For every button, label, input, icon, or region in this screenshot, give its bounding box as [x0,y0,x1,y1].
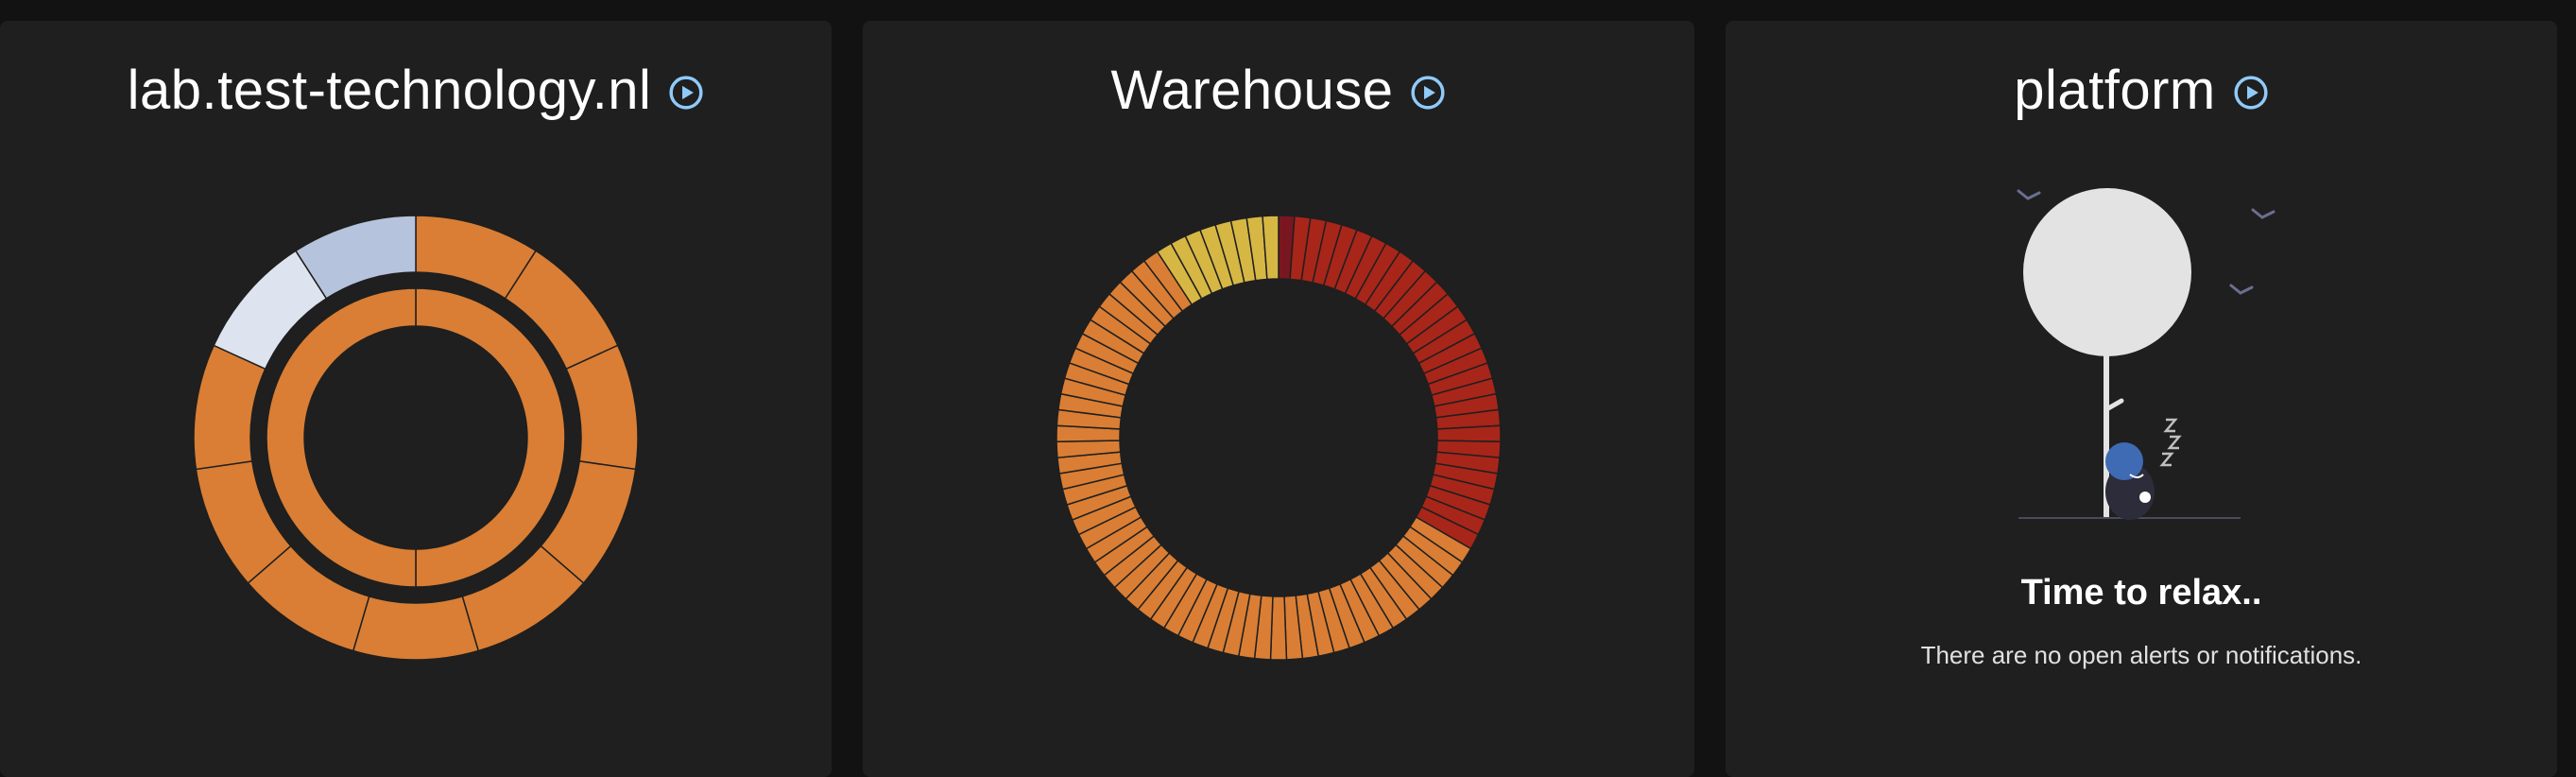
inner-ring-slice[interactable] [415,287,566,588]
panel-title: lab.test-technology.nl [127,59,652,121]
empty-state-title: Time to relax.. [2020,573,2262,613]
tree-branch [2105,398,2124,411]
outer-ring-slice[interactable] [352,595,480,661]
inner-ring-slice[interactable] [266,287,417,588]
panel-header: Warehouse [863,57,1694,123]
tree-trunk [2104,352,2109,518]
panel-title: platform [2014,59,2216,121]
status-donut-chart[interactable] [0,21,832,777]
person-face [2129,474,2144,478]
warehouse-ring-slice[interactable] [1262,215,1279,281]
person-hand [2139,492,2151,503]
person-hair [2105,442,2143,480]
relax-illustration [2017,188,2275,520]
panel-lab-test-technology: lab.test-technology.nl [0,21,832,777]
play-circle-icon[interactable] [2233,75,2269,111]
bird-icon [2017,189,2041,200]
warehouse-ring-slice[interactable] [1435,424,1502,443]
panel-platform: platform Ti [1726,21,2557,777]
status-donut-chart[interactable] [863,21,1694,777]
panel-header: platform [1726,57,2557,123]
panel-title: Warehouse [1110,59,1394,121]
bird-icon [2229,284,2254,295]
panel-header: lab.test-technology.nl [0,57,832,123]
bird-icon [2251,208,2275,219]
play-circle-icon[interactable] [668,75,704,111]
empty-state-message: There are no open alerts or notification… [1920,641,2362,669]
tree-crown [2023,188,2191,356]
outer-ring-slice[interactable] [294,215,417,300]
outer-ring-slice[interactable] [565,344,639,471]
sleep-z-icon [2159,418,2182,467]
play-circle-icon[interactable] [1410,75,1446,111]
panel-warehouse: Warehouse [863,21,1694,777]
